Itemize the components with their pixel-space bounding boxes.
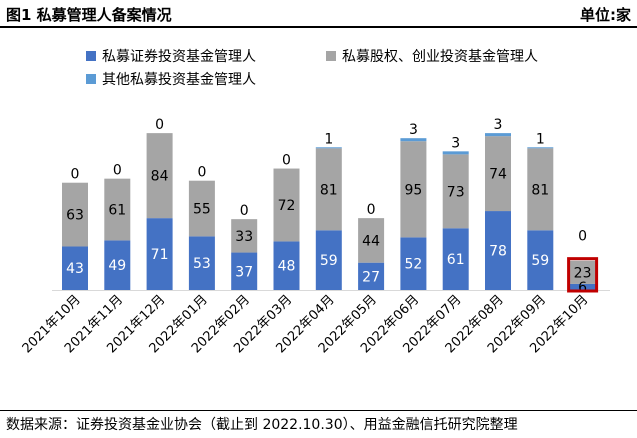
bar-securities [62, 246, 88, 290]
data-label-securities: 6 [578, 280, 587, 296]
bar-securities [400, 237, 427, 290]
data-label-securities: 49 [108, 258, 126, 274]
unit-label: 单位:家 [580, 6, 631, 24]
legend-item-other: 其他私募投资基金管理人 [86, 69, 256, 89]
legend-label-equity: 私募股权、创业投资基金管理人 [342, 49, 538, 65]
bar-securities [231, 252, 258, 290]
data-label-equity: 81 [531, 182, 549, 198]
data-label-securities: 27 [362, 269, 380, 285]
data-label-securities: 48 [278, 259, 296, 275]
data-label-equity: 63 [66, 208, 84, 224]
legend-item-equity: 私募股权、创业投资基金管理人 [326, 46, 538, 66]
bar-equity [104, 178, 131, 241]
data-label-equity: 95 [404, 182, 422, 198]
bar-equity [400, 141, 427, 238]
bar-other [485, 133, 511, 137]
data-label-other: 0 [240, 203, 249, 219]
data-label-securities: 52 [404, 257, 422, 273]
data-label-securities: 59 [320, 253, 338, 269]
data-label-securities: 53 [193, 256, 211, 272]
bar-other [527, 147, 554, 149]
data-label-other: 0 [113, 163, 122, 179]
bar-equity [231, 219, 258, 253]
legend-swatch-securities [86, 51, 96, 61]
data-label-securities: 37 [235, 264, 253, 280]
bar-equity [273, 168, 300, 242]
bar-equity [527, 148, 554, 231]
data-label-equity: 84 [151, 169, 169, 185]
data-label-equity: 74 [489, 167, 507, 183]
legend-label-other: 其他私募投资基金管理人 [102, 72, 256, 88]
bar-securities [569, 283, 596, 290]
legend-label-securities: 私募证券投资基金管理人 [102, 49, 256, 65]
data-label-other: 0 [71, 167, 80, 183]
bar-equity [569, 260, 596, 284]
data-label-other: 0 [367, 202, 376, 218]
data-label-equity: 72 [278, 198, 296, 214]
bar-equity [315, 148, 342, 231]
bar-equity [146, 133, 173, 219]
data-label-equity: 55 [193, 202, 211, 218]
bar-equity [442, 154, 469, 229]
data-label-other: 0 [578, 229, 587, 245]
data-label-equity: 44 [362, 233, 380, 249]
data-label-securities: 78 [489, 244, 507, 260]
highlight-box [567, 257, 599, 293]
header: 图1 私募管理人备案情况 单位:家 [0, 0, 637, 26]
data-label-securities: 61 [447, 252, 465, 268]
data-label-equity: 33 [235, 229, 253, 245]
data-label-other: 1 [536, 131, 545, 147]
legend-swatch-equity [326, 51, 336, 61]
data-label-equity: 61 [108, 203, 126, 219]
legend-item-securities: 私募证券投资基金管理人 [86, 46, 256, 66]
bar-securities [358, 262, 385, 290]
data-label-securities: 59 [531, 253, 549, 269]
bar-other [315, 147, 342, 149]
bar-securities [188, 236, 215, 290]
bar-equity [358, 218, 385, 263]
bar-securities [146, 218, 173, 290]
bar-securities [315, 230, 342, 290]
bar-securities [104, 240, 131, 290]
bar-equity [62, 182, 88, 247]
bar-other [442, 151, 469, 155]
data-label-other: 3 [451, 135, 460, 151]
bar-securities [442, 228, 469, 290]
data-label-equity: 73 [447, 184, 465, 200]
bar-equity [485, 136, 511, 212]
legend-swatch-other [86, 74, 96, 84]
bar-securities [485, 211, 511, 290]
data-label-equity: 23 [574, 265, 592, 281]
bar-other [400, 138, 427, 142]
bar-equity [188, 180, 215, 237]
data-label-other: 0 [197, 165, 206, 181]
data-label-other: 0 [155, 117, 164, 133]
stacked-bar-chart: 436302021年10月496102021年11月718402021年12月5… [20, 117, 610, 356]
top-rule [0, 26, 637, 28]
data-label-other: 3 [409, 122, 418, 138]
data-label-other: 3 [494, 117, 503, 133]
data-label-securities: 71 [151, 247, 169, 263]
bottom-rule [0, 410, 637, 411]
data-label-equity: 81 [320, 182, 338, 198]
data-label-other: 1 [324, 131, 333, 147]
data-label-other: 0 [282, 153, 291, 169]
data-label-securities: 43 [66, 261, 84, 277]
bar-securities [527, 230, 554, 290]
data-source: 数据来源：证券投资基金业协会（截止到 2022.10.30）、用益金融信托研究院… [6, 417, 518, 433]
figure-title: 图1 私募管理人备案情况 [6, 6, 172, 24]
bar-securities [273, 241, 300, 290]
